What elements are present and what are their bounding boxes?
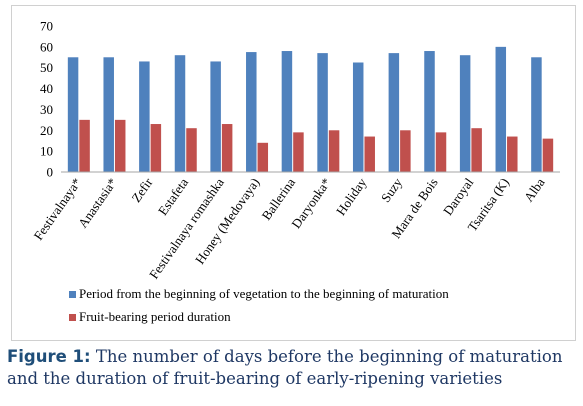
bar-vegetation-period [139, 61, 150, 173]
bar-fruit-bearing [400, 130, 411, 172]
x-tick-label: Honey (Medovaya) [192, 175, 262, 267]
bar-vegetation-period [459, 55, 471, 173]
caption-label: Figure 1: [7, 347, 91, 366]
bar-vegetation-period [67, 57, 79, 172]
bar-fruit-bearing [293, 132, 304, 172]
bar-chart: 0 10 20 30 40 50 60 70 Festivalnaya*Anastasia* Z… [31, 19, 560, 324]
caption-text: The number of days before the beginning … [7, 347, 563, 388]
bar-vegetation-period [103, 57, 114, 172]
bar-vegetation-period [424, 51, 435, 172]
bar-fruit-bearing [435, 132, 447, 172]
bar-vegetation-period [174, 55, 186, 173]
bar-vegetation-period [210, 61, 221, 173]
x-tick-label: Zefir [128, 175, 156, 205]
legend-swatch [69, 291, 76, 298]
bar-fruit-bearing [221, 124, 233, 172]
x-axis: Festivalnaya*Anastasia* Zefir EstafetaFest… [31, 171, 560, 282]
x-tick-label: Suzy [378, 175, 405, 205]
bar-fruit-bearing [471, 128, 482, 172]
x-tick-label: Estafeta [155, 175, 191, 218]
bar-vegetation-period [246, 52, 257, 173]
bar-fruit-bearing [186, 128, 197, 172]
y-tick-label: 10 [40, 144, 53, 159]
chart-frame: 0 10 20 30 40 50 60 70 Festivalnaya* Anastasia* Z… [11, 5, 576, 341]
y-tick-label: 60 [40, 39, 53, 54]
legend-swatch [69, 314, 76, 321]
bar-fruit-bearing [79, 119, 90, 172]
x-tick-label: Festivalnaya* [31, 175, 85, 243]
bar-fruit-bearing [328, 130, 340, 172]
bar-vegetation-period [317, 53, 328, 172]
bar-fruit-bearing [507, 136, 518, 172]
figure-caption: Figure 1: The number of days before the … [7, 346, 581, 390]
bar-vegetation-period [281, 51, 293, 172]
bar-fruit-bearing [364, 136, 375, 172]
y-tick-label: 0 [47, 165, 54, 180]
legend: Period from the beginning of vegetation … [69, 286, 449, 324]
y-tick-label: 20 [40, 123, 53, 138]
bar-vegetation-period [495, 46, 507, 172]
y-axis: 0 10 20 30 40 50 60 70 [40, 19, 53, 180]
x-tick-label: Alba [521, 175, 548, 204]
y-tick-label: 70 [40, 19, 53, 34]
y-tick-label: 40 [40, 81, 53, 96]
bar-vegetation-period [531, 57, 542, 172]
bar-vegetation-period [388, 53, 400, 172]
legend-label: Period from the beginning of vegetation … [79, 286, 449, 301]
legend-label: Fruit-bearing period duration [79, 309, 231, 324]
x-tick-label: Daroyal [440, 175, 477, 218]
y-tick-label: 30 [40, 102, 53, 117]
bars [67, 46, 554, 173]
bar-fruit-bearing [150, 124, 162, 172]
x-tick-label: Holiday [333, 175, 370, 218]
bar-fruit-bearing [542, 138, 554, 172]
bar-fruit-bearing [114, 119, 126, 172]
bar-fruit-bearing [257, 142, 269, 172]
y-tick-label: 50 [40, 60, 53, 75]
bar-vegetation-period [352, 62, 364, 172]
